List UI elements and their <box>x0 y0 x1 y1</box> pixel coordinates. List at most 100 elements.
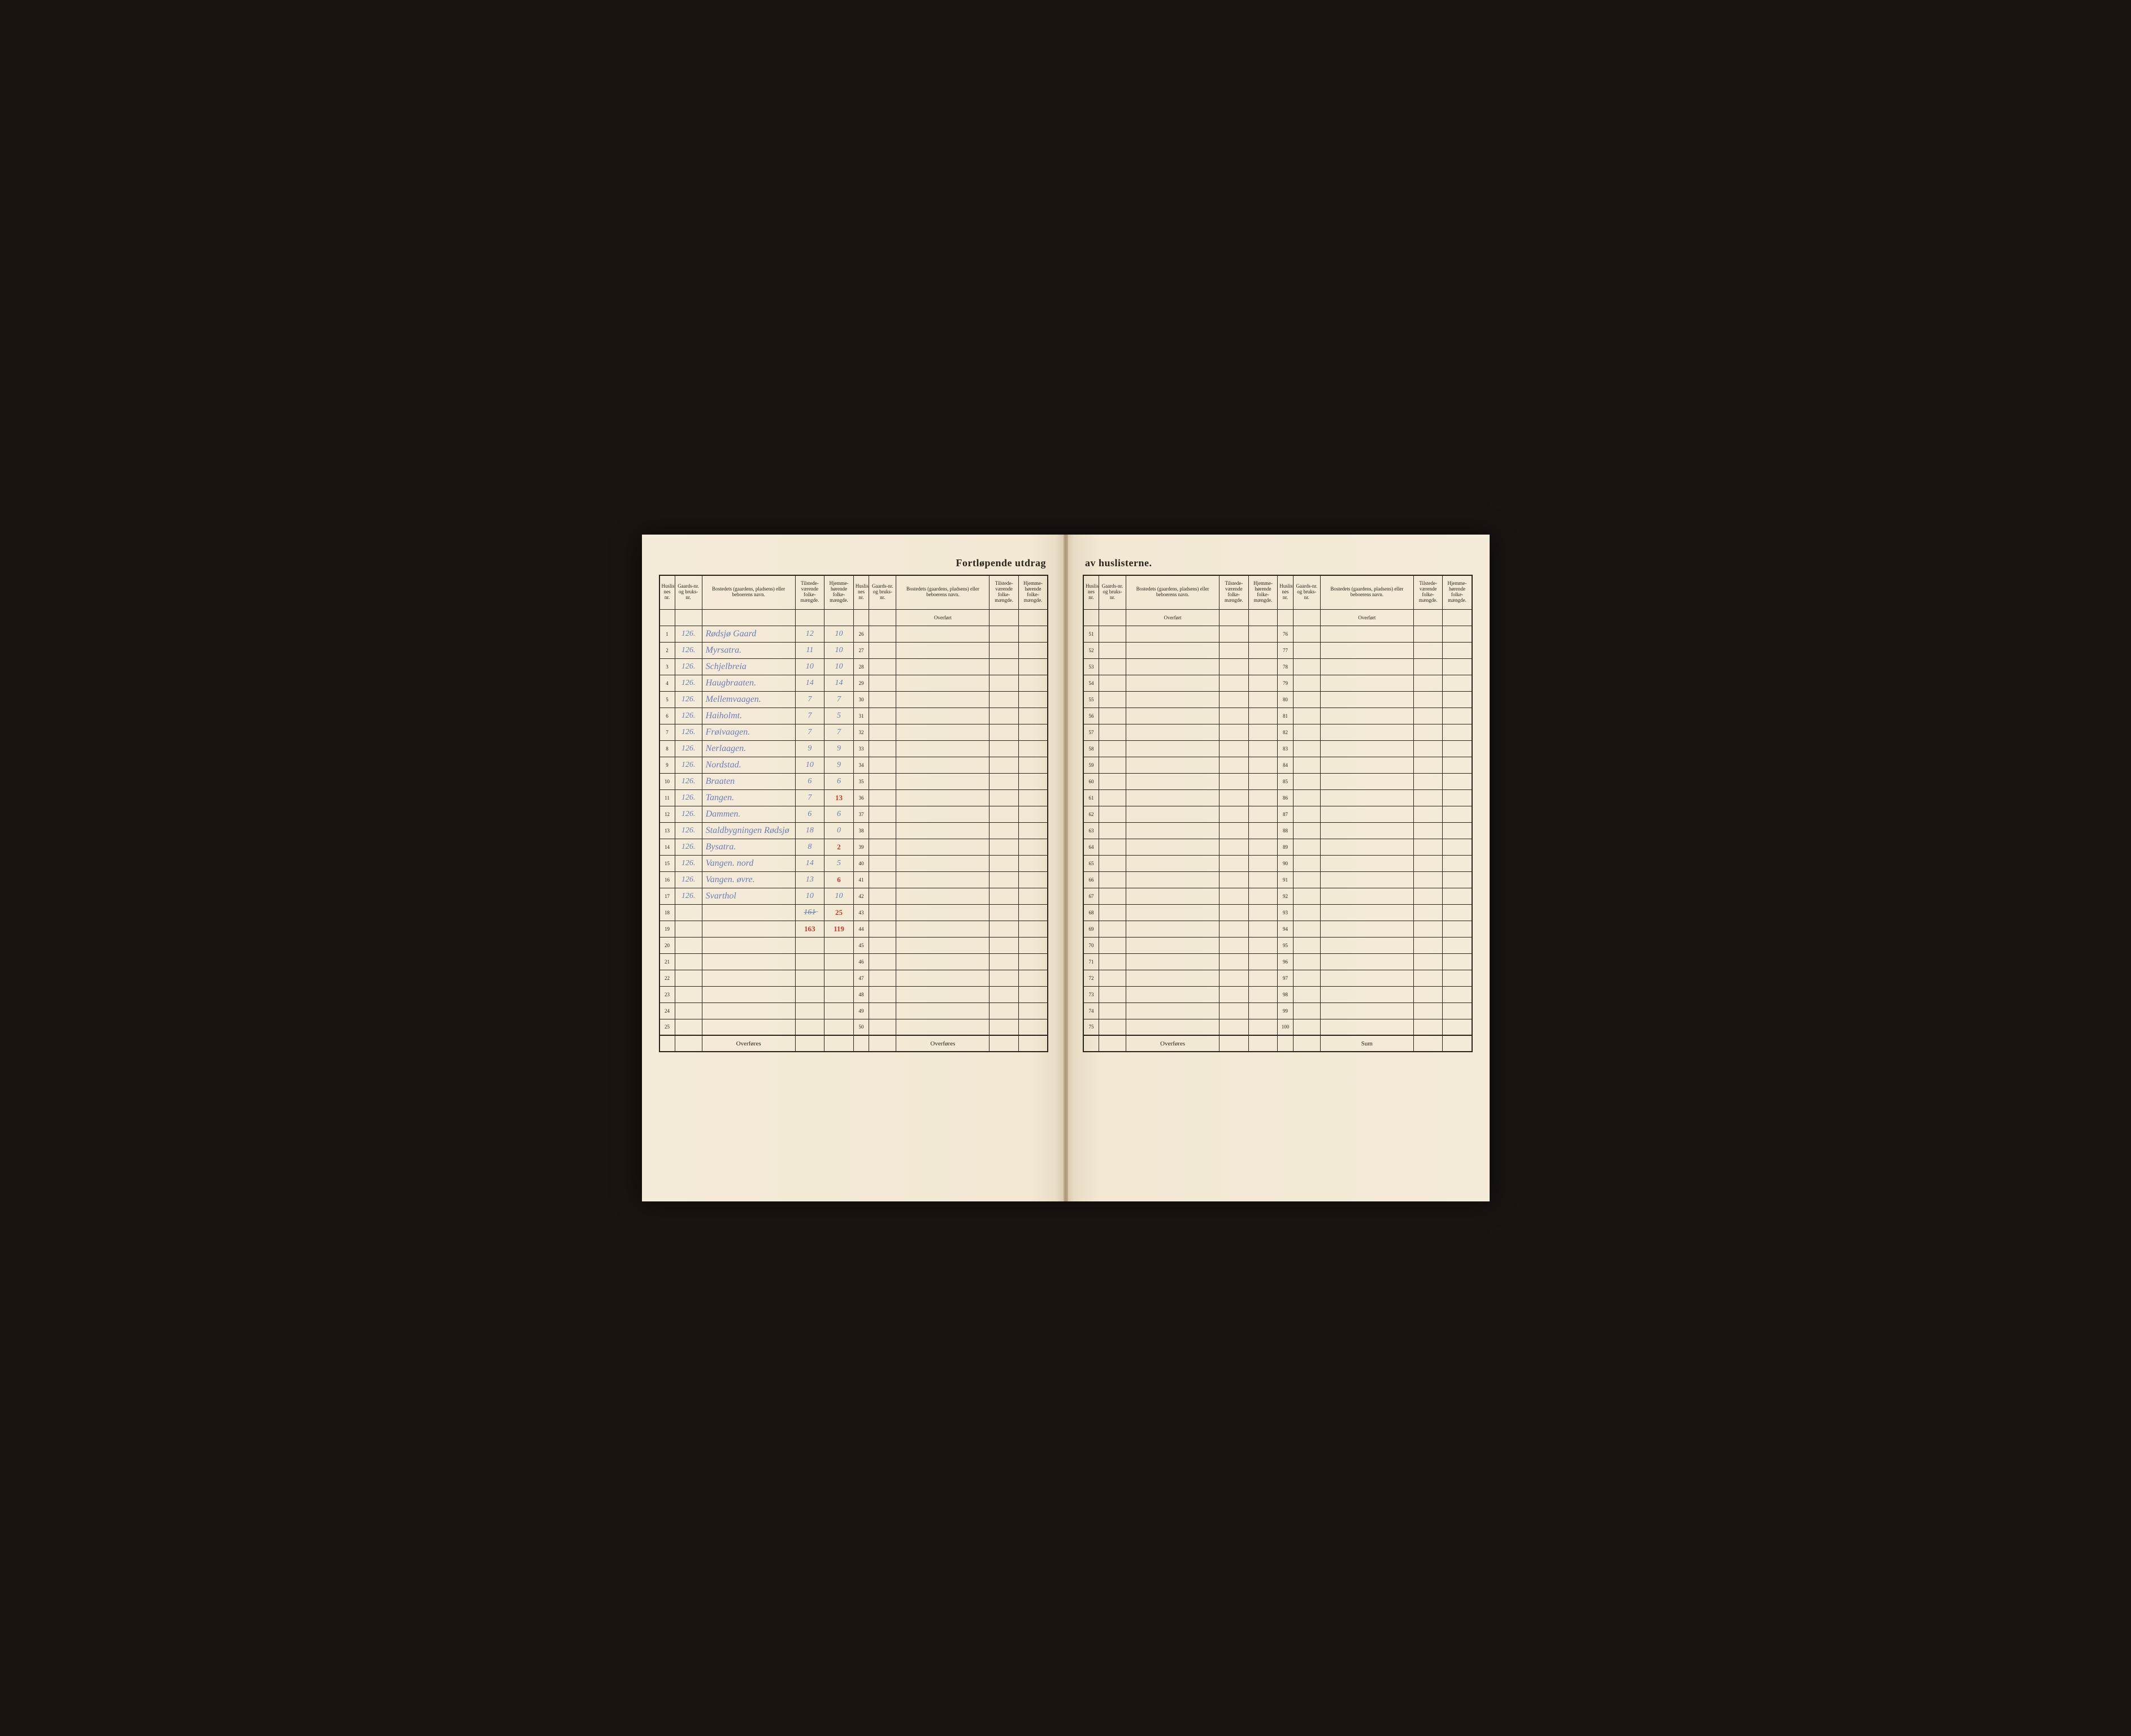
bosted-name: Frøivaagen. <box>706 727 750 737</box>
tilstede-val: 8 <box>808 843 811 851</box>
overfort-row: Overført Overført <box>1083 609 1472 626</box>
row-num: 56 <box>1083 708 1099 724</box>
hdr-gaards: Gaards-nr. og bruks-nr. <box>675 575 702 609</box>
hdr-tilstede: Tilstede-værende folke-mængde. <box>795 575 824 609</box>
hdr-gaards-2: Gaards-nr. og bruks-nr. <box>1293 575 1320 609</box>
table-row: 3 126. Schjelbreia 10 10 28 <box>659 658 1048 675</box>
hdr-huslist: Huslister-nes nr. <box>1083 575 1099 609</box>
hjemme-val: 10 <box>835 662 843 671</box>
row-num: 32 <box>853 724 869 740</box>
hjemme-val: 2 <box>837 843 841 851</box>
tilstede-val: 7 <box>808 695 811 704</box>
overfores-label: Overføres <box>702 1035 795 1052</box>
row-num: 49 <box>853 1002 869 1019</box>
table-row: 72 97 <box>1083 970 1472 986</box>
hdr-huslist-2: Huslister-nes nr. <box>853 575 869 609</box>
row-num: 80 <box>1278 691 1294 708</box>
row-num: 79 <box>1278 675 1294 691</box>
row-num: 82 <box>1278 724 1294 740</box>
row-num: 42 <box>853 888 869 904</box>
row-num: 46 <box>853 953 869 970</box>
table-row: 67 92 <box>1083 888 1472 904</box>
row-num: 86 <box>1278 789 1294 806</box>
gaards-num: 126. <box>682 761 696 769</box>
row-num: 83 <box>1278 740 1294 757</box>
hdr-gaards: Gaards-nr. og bruks-nr. <box>1099 575 1126 609</box>
table-row: 75 100 <box>1083 1019 1472 1035</box>
book-spine <box>1064 535 1068 1201</box>
row-num: 92 <box>1278 888 1294 904</box>
table-row: 60 85 <box>1083 773 1472 789</box>
overfort-label: Overført <box>896 609 989 626</box>
row-num: 93 <box>1278 904 1294 921</box>
row-num: 33 <box>853 740 869 757</box>
row-num: 53 <box>1083 658 1099 675</box>
row-num: 14 <box>659 839 675 855</box>
row-num: 44 <box>853 921 869 937</box>
row-num: 87 <box>1278 806 1294 822</box>
row-num: 40 <box>853 855 869 871</box>
bosted-name: Mellemvaagen. <box>706 695 761 704</box>
table-row: 69 94 <box>1083 921 1472 937</box>
table-row: 16 126. Vangen. øvre. 13 6 41 <box>659 871 1048 888</box>
row-num: 91 <box>1278 871 1294 888</box>
bosted-name: Haiholmt. <box>706 711 742 721</box>
gaards-num: 126. <box>682 679 696 687</box>
table-row: 71 96 <box>1083 953 1472 970</box>
bosted-name: Rødsjø Gaard <box>706 629 757 639</box>
row-num: 38 <box>853 822 869 839</box>
table-row: 8 126. Nerlaagen. 9 9 33 <box>659 740 1048 757</box>
row-num: 20 <box>659 937 675 953</box>
row-num: 29 <box>853 675 869 691</box>
row-num: 63 <box>1083 822 1099 839</box>
row-num: 37 <box>853 806 869 822</box>
table-row: 1 126. Rødsjø Gaard 12 10 26 <box>659 626 1048 642</box>
tilstede-val: 10 <box>806 662 814 671</box>
row-num: 61 <box>1083 789 1099 806</box>
gaards-num: 126. <box>682 793 696 802</box>
hjemme-val: 7 <box>837 695 841 704</box>
table-row: 15 126. Vangen. nord 14 5 40 <box>659 855 1048 871</box>
gaards-num: 126. <box>682 777 696 785</box>
table-row: 73 98 <box>1083 986 1472 1002</box>
row-num: 58 <box>1083 740 1099 757</box>
table-row: 70 95 <box>1083 937 1472 953</box>
hdr-huslist-2: Huslister-nes nr. <box>1278 575 1294 609</box>
bosted-name: Nerlaagen. <box>706 744 746 753</box>
table-row: 2 126. Myrsatra. 11 10 27 <box>659 642 1048 658</box>
hdr-gaards-2: Gaards-nr. og bruks-nr. <box>869 575 896 609</box>
tilstede-val: 6 <box>808 777 811 785</box>
header-row: Huslister-nes nr. Gaards-nr. og bruks-nr… <box>1083 575 1472 609</box>
table-row: 66 91 <box>1083 871 1472 888</box>
hjemme-val: 6 <box>837 810 841 818</box>
row-num: 36 <box>853 789 869 806</box>
row-num: 18 <box>659 904 675 921</box>
row-num: 65 <box>1083 855 1099 871</box>
hdr-hjemme-2: Hjemme-hørende folke-mængde. <box>1443 575 1472 609</box>
table-row: 68 93 <box>1083 904 1472 921</box>
table-row: 25 50 <box>659 1019 1048 1035</box>
row-num: 34 <box>853 757 869 773</box>
row-num: 81 <box>1278 708 1294 724</box>
row-num: 28 <box>853 658 869 675</box>
gaards-num: 126. <box>682 826 696 835</box>
row-num: 9 <box>659 757 675 773</box>
row-num: 12 <box>659 806 675 822</box>
gaards-num: 126. <box>682 662 696 671</box>
gaards-num: 126. <box>682 892 696 900</box>
table-row: 56 81 <box>1083 708 1472 724</box>
row-num: 43 <box>853 904 869 921</box>
hjemme-val: 5 <box>837 711 841 720</box>
row-num: 96 <box>1278 953 1294 970</box>
row-num: 51 <box>1083 626 1099 642</box>
gaards-num: 126. <box>682 810 696 818</box>
row-num: 78 <box>1278 658 1294 675</box>
row-num: 67 <box>1083 888 1099 904</box>
row-num: 68 <box>1083 904 1099 921</box>
row-num: 74 <box>1083 1002 1099 1019</box>
hdr-bosted-2: Bostedets (gaardens, pladsens) eller beb… <box>1320 575 1413 609</box>
row-num: 7 <box>659 724 675 740</box>
tilstede-val: 9 <box>808 744 811 753</box>
row-num: 69 <box>1083 921 1099 937</box>
table-row: 5 126. Mellemvaagen. 7 7 30 <box>659 691 1048 708</box>
